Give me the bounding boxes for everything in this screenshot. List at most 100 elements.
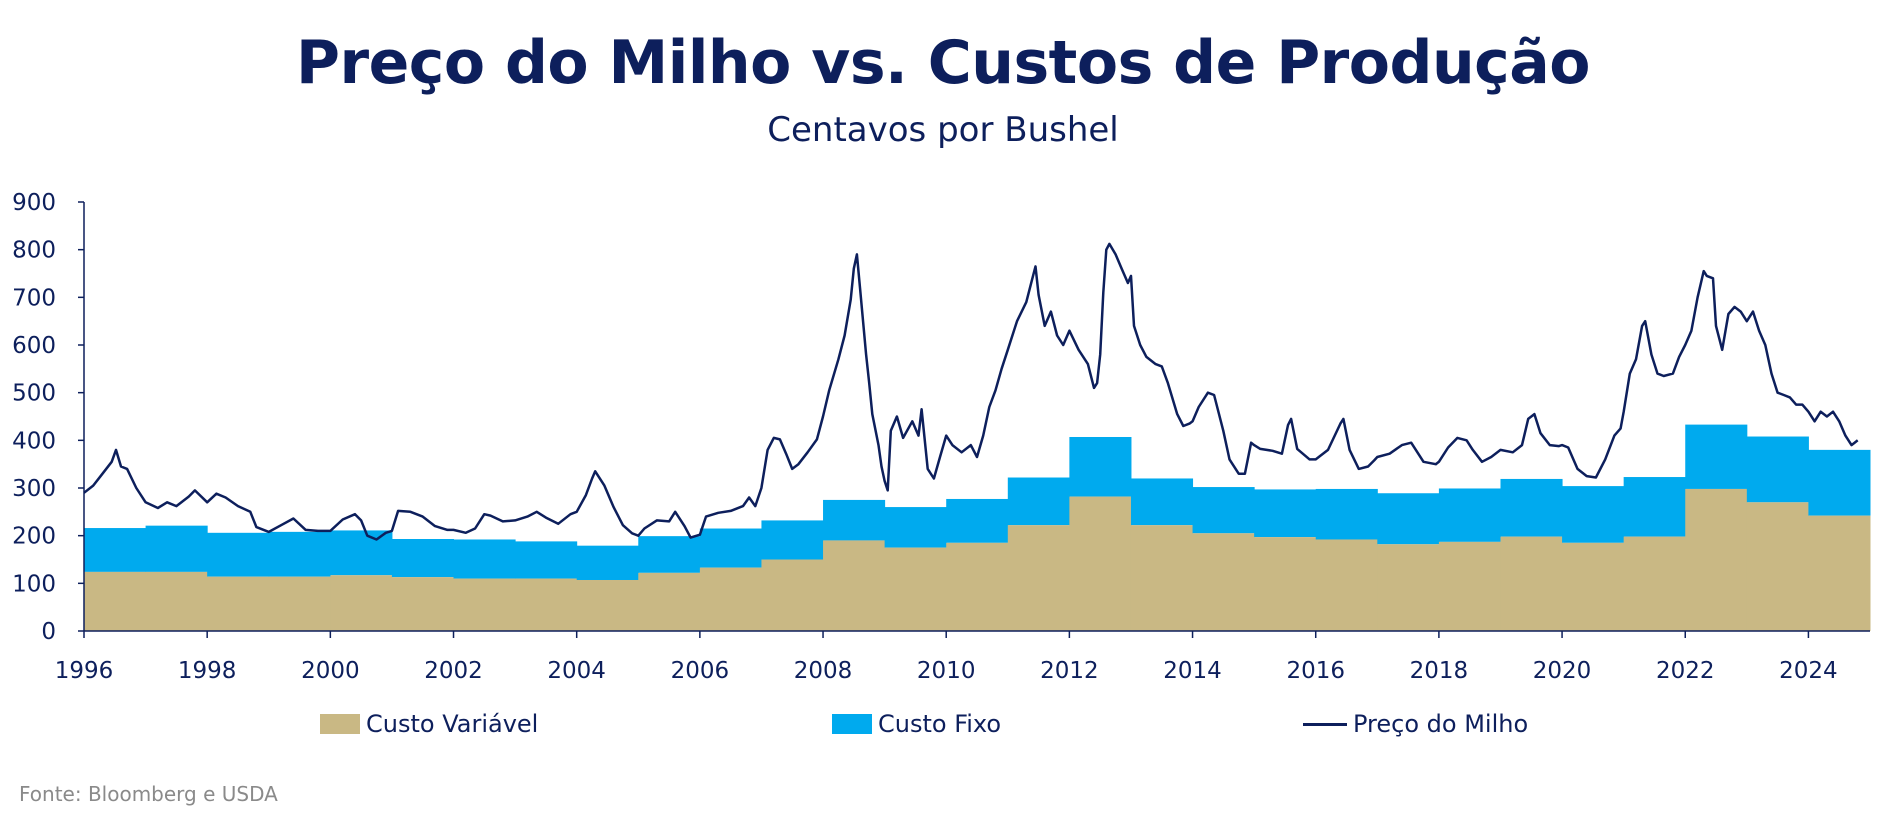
variable-cost-bar-2009 bbox=[884, 547, 947, 631]
legend-item-fixed-cost: Custo Fixo bbox=[832, 710, 1001, 738]
chart-title: Preço do Milho vs. Custos de Produção bbox=[296, 28, 1590, 98]
corn-price-line bbox=[83, 242, 1859, 541]
fixed-cost-bar-1998 bbox=[207, 532, 270, 577]
x-tick-label-2014: 2014 bbox=[1163, 658, 1222, 684]
x-tick-label-2020: 2020 bbox=[1533, 658, 1592, 684]
fixed-cost-bar-2023 bbox=[1746, 436, 1809, 503]
variable-cost-bar-2016 bbox=[1315, 539, 1378, 631]
x-tick-label-1996: 1996 bbox=[55, 658, 114, 684]
fixed-cost-bar-2012 bbox=[1069, 436, 1132, 497]
fixed-cost-bar-1999 bbox=[268, 531, 331, 577]
y-tick-label-200: 200 bbox=[12, 524, 56, 550]
x-tick-label-2006: 2006 bbox=[671, 658, 730, 684]
legend-label-corn-price: Preço do Milho bbox=[1353, 710, 1529, 738]
fixed-cost-bar-1997 bbox=[145, 525, 208, 572]
x-tick-label-2000: 2000 bbox=[301, 658, 360, 684]
fixed-cost-bar-2009 bbox=[884, 507, 947, 548]
variable-cost-bar-2012 bbox=[1069, 496, 1132, 631]
variable-cost-bar-2015 bbox=[1254, 537, 1317, 631]
variable-cost-bar-1996 bbox=[84, 571, 147, 631]
legend-item-corn-price: Preço do Milho bbox=[1303, 710, 1528, 738]
y-tick-label-300: 300 bbox=[12, 476, 56, 502]
variable-cost-bar-2017 bbox=[1377, 544, 1440, 631]
fixed-cost-bar-2019 bbox=[1500, 478, 1563, 537]
legend-label-variable-cost: Custo Variável bbox=[366, 710, 539, 738]
fixed-cost-bar-2017 bbox=[1377, 493, 1440, 545]
source-note: Fonte: Bloomberg e USDA bbox=[19, 782, 278, 806]
corn-price-series bbox=[83, 242, 1859, 541]
y-tick-label-100: 100 bbox=[12, 571, 56, 597]
variable-cost-bar-2002 bbox=[453, 578, 516, 631]
variable-cost-bar-1997 bbox=[145, 571, 208, 631]
y-tick-label-0: 0 bbox=[41, 619, 56, 645]
variable-cost-bar-2008 bbox=[823, 540, 886, 631]
variable-cost-bar-1999 bbox=[268, 576, 331, 631]
fixed-cost-bar-2003 bbox=[515, 541, 578, 579]
fixed-cost-bar-2000 bbox=[330, 530, 393, 576]
variable-cost-bar-2013 bbox=[1130, 525, 1194, 631]
variable-cost-bar-2006 bbox=[699, 567, 762, 631]
fixed-cost-bar-2020 bbox=[1562, 486, 1625, 543]
fixed-cost-bar-2014 bbox=[1192, 487, 1255, 534]
legend-swatch-variable-cost bbox=[320, 714, 360, 734]
x-tick-label-2008: 2008 bbox=[794, 658, 853, 684]
y-tick-label-400: 400 bbox=[12, 428, 56, 454]
variable-cost-bar-2010 bbox=[946, 542, 1009, 631]
y-tick-label-500: 500 bbox=[12, 381, 56, 407]
y-tick-label-800: 800 bbox=[12, 238, 56, 264]
fixed-cost-bar-2013 bbox=[1130, 478, 1194, 526]
fixed-cost-bar-2005 bbox=[638, 536, 701, 573]
chart-axes: 0 100 200 300 400 500 600 700 800 900 1996 1998 2000… bbox=[12, 190, 1870, 684]
fixed-cost-bar-2022 bbox=[1685, 424, 1748, 489]
x-tick-label-2022: 2022 bbox=[1656, 658, 1715, 684]
x-tick-label-2024: 2024 bbox=[1779, 658, 1838, 684]
fixed-cost-bar-2011 bbox=[1007, 477, 1070, 526]
variable-cost-bar-2021 bbox=[1623, 536, 1686, 631]
fixed-cost-bar-2015 bbox=[1254, 489, 1317, 538]
variable-cost-bar-2024 bbox=[1808, 515, 1871, 631]
x-tick-label-2004: 2004 bbox=[547, 658, 606, 684]
x-tick-label-2012: 2012 bbox=[1040, 658, 1099, 684]
variable-cost-bar-2019 bbox=[1500, 536, 1563, 631]
variable-cost-bar-2023 bbox=[1746, 502, 1809, 631]
fixed-cost-bar-2002 bbox=[453, 539, 516, 579]
legend-label-fixed-cost: Custo Fixo bbox=[878, 710, 1002, 738]
fixed-cost-bar-2024 bbox=[1808, 449, 1871, 516]
variable-cost-bar-2022 bbox=[1685, 488, 1748, 631]
y-tick-label-600: 600 bbox=[12, 333, 56, 359]
fixed-cost-bar-2010 bbox=[946, 498, 1009, 543]
fixed-cost-bar-2007 bbox=[761, 520, 824, 560]
fixed-cost-bar-1996 bbox=[84, 528, 147, 572]
variable-cost-bar-2018 bbox=[1438, 541, 1501, 631]
fixed-cost-bar-2006 bbox=[699, 528, 762, 568]
x-tick-label-2018: 2018 bbox=[1410, 658, 1469, 684]
fixed-cost-bar-2001 bbox=[391, 539, 455, 578]
variable-cost-bar-2007 bbox=[761, 559, 824, 631]
chart-subtitle: Centavos por Bushel bbox=[767, 110, 1119, 150]
x-tick-label-2010: 2010 bbox=[917, 658, 976, 684]
legend-item-variable-cost: Custo Variável bbox=[320, 710, 538, 738]
y-tick-label-700: 700 bbox=[12, 285, 56, 311]
fixed-cost-bar-2008 bbox=[823, 499, 886, 541]
x-tick-label-2002: 2002 bbox=[424, 658, 483, 684]
variable-cost-bar-2020 bbox=[1562, 542, 1625, 631]
fixed-cost-bar-2004 bbox=[576, 545, 639, 580]
fixed-cost-bar-2018 bbox=[1438, 488, 1501, 542]
variable-cost-bar-1998 bbox=[207, 576, 270, 631]
variable-cost-bar-2004 bbox=[576, 579, 639, 631]
x-tick-label-1998: 1998 bbox=[178, 658, 237, 684]
stacked-cost-areas bbox=[84, 424, 1871, 631]
y-tick-label-900: 900 bbox=[12, 190, 56, 216]
variable-cost-bar-2001 bbox=[391, 577, 455, 631]
x-tick-label-2016: 2016 bbox=[1286, 658, 1345, 684]
variable-cost-bar-2000 bbox=[330, 575, 393, 631]
variable-cost-bar-2014 bbox=[1192, 533, 1255, 631]
fixed-cost-bar-2021 bbox=[1623, 477, 1686, 537]
legend-swatch-corn-price bbox=[1303, 722, 1347, 726]
variable-cost-bar-2003 bbox=[515, 578, 578, 631]
variable-cost-bar-2005 bbox=[638, 572, 701, 631]
legend-swatch-fixed-cost bbox=[832, 714, 872, 734]
variable-cost-bar-2011 bbox=[1007, 525, 1070, 631]
fixed-cost-bar-2016 bbox=[1315, 488, 1378, 540]
